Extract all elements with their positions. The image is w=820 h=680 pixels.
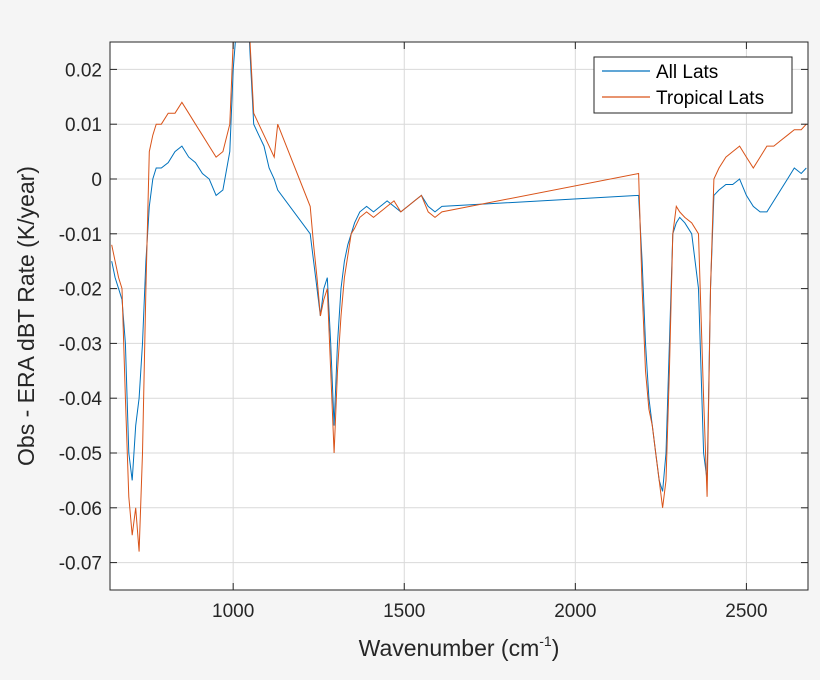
grid: [110, 42, 808, 590]
series-line-tropical-lats: [111, 42, 807, 552]
y-axis-label: Obs - ERA dBT Rate (K/year): [13, 166, 39, 466]
x-tick-label: 1500: [383, 601, 425, 622]
x-tick-label: 2000: [554, 601, 596, 622]
y-tick-label: -0.06: [59, 499, 102, 520]
legend-label-all-lats: All Lats: [656, 62, 718, 83]
y-tick-label: 0: [91, 170, 102, 191]
ticks: [110, 42, 808, 590]
y-tick-label: 0.02: [65, 60, 102, 81]
tick-labels: 1000 1500 2000 2500 0.02 0.01 0 -0.01 -0.02 -0.03…: [59, 60, 768, 622]
x-axis-label: Wavenumber (cm-1): [359, 633, 560, 661]
x-tick-label: 2500: [725, 601, 767, 622]
plot-frame: [109, 41, 809, 591]
legend: All Lats Tropical Lats: [593, 56, 793, 114]
legend-box: [593, 56, 793, 114]
y-tick-label: -0.07: [59, 554, 102, 575]
x-tick-label: 1000: [212, 601, 254, 622]
y-tick-label: -0.02: [59, 280, 102, 301]
y-tick-label: -0.03: [59, 334, 102, 355]
series-layer: [111, 42, 807, 552]
plot-area: [110, 42, 808, 590]
y-tick-label: -0.05: [59, 444, 102, 465]
legend-label-tropical-lats: Tropical Lats: [656, 88, 764, 109]
y-tick-label: 0.01: [65, 115, 102, 136]
y-tick-label: -0.01: [59, 225, 102, 246]
y-tick-label: -0.04: [59, 389, 103, 410]
